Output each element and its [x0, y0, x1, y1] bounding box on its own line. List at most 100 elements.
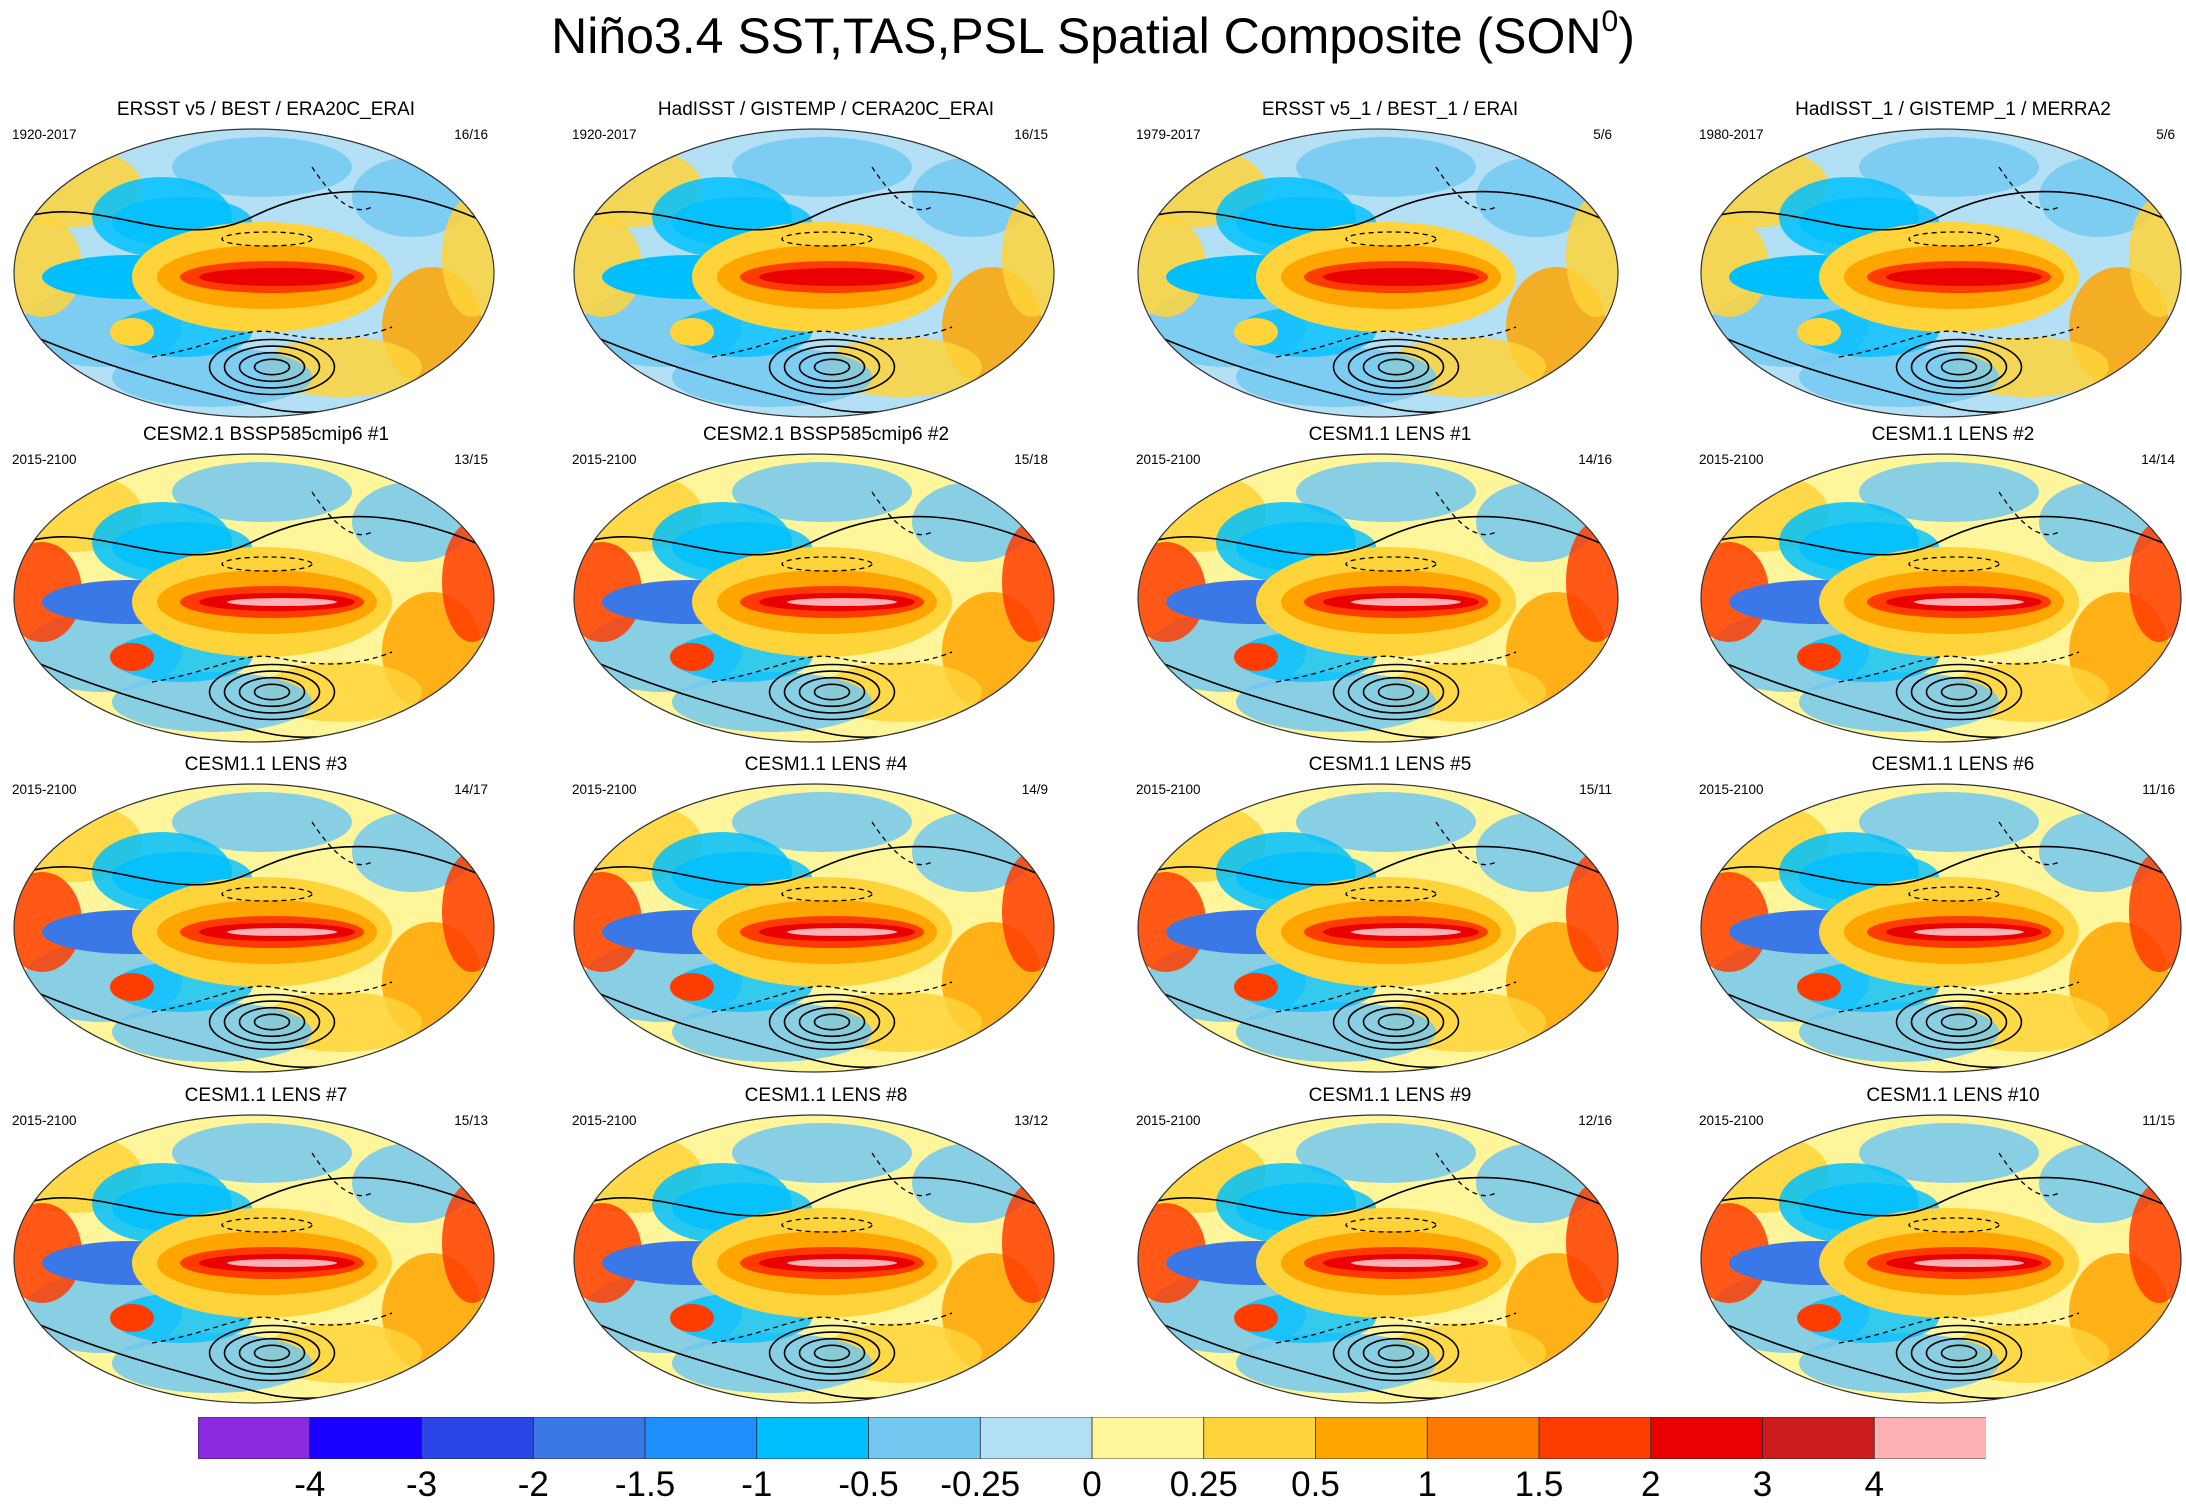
map-panel: CESM1.1 LENS #2 2015-2100 14/14 — [1693, 424, 2186, 744]
panel-map — [573, 783, 1055, 1073]
colorbar-tick-label: 1 — [1417, 1465, 1437, 1504]
panel-count: 15/13 — [454, 1113, 488, 1128]
colorbar-swatch — [1315, 1417, 1429, 1459]
map-panel: CESM1.1 LENS #8 2015-2100 13/12 — [566, 1085, 1086, 1405]
colorbar-swatch — [1762, 1417, 1876, 1459]
map-panel: CESM1.1 LENS #9 2015-2100 12/16 — [1130, 1085, 1650, 1405]
panel-period: 2015-2100 — [1136, 1113, 1201, 1128]
colorbar-swatch — [309, 1417, 423, 1459]
colorbar-tick-label: -3 — [405, 1465, 438, 1504]
colorbar-swatch — [1873, 1417, 1986, 1459]
panel-map — [1700, 783, 2182, 1073]
panel-count: 13/15 — [454, 452, 488, 467]
colorbar-tick-label: 0.25 — [1169, 1465, 1238, 1504]
map-panel: ERSST v5_1 / BEST_1 / ERAI 1979-2017 5/6 — [1130, 99, 1650, 419]
colorbar-swatch — [756, 1417, 870, 1459]
panel-map — [573, 128, 1055, 418]
colorbar-tick-label: -0.5 — [838, 1465, 899, 1504]
map-panel: CESM2.1 BSSP585cmip6 #1 2015-2100 13/15 — [6, 424, 526, 744]
panel-map — [13, 453, 495, 743]
figure-title: Niño3.4 SST,TAS,PSL Spatial Composite (S… — [0, 4, 2186, 68]
panel-map — [1700, 1114, 2182, 1404]
panel-map — [13, 128, 495, 418]
map-panel: CESM2.1 BSSP585cmip6 #2 2015-2100 15/18 — [566, 424, 1086, 744]
panel-title: CESM1.1 LENS #4 — [744, 754, 908, 775]
panel-title: ERSST v5_1 / BEST_1 / ERAI — [1261, 99, 1519, 120]
panel-count: 16/16 — [454, 127, 488, 142]
panel-title: HadISST / GISTEMP / CERA20C_ERAI — [657, 99, 995, 120]
panel-count: 16/15 — [1014, 127, 1048, 142]
panel-title: CESM1.1 LENS #10 — [1866, 1085, 2040, 1106]
colorbar-labels: -4 -3 -2 -1.5 -1 -0.5 -0.25 0 0.25 0.5 1 1.5 2 3 4 — [0, 1465, 2186, 1509]
panel-title: CESM1.1 LENS #3 — [184, 754, 348, 775]
panel-period: 2015-2100 — [1136, 452, 1201, 467]
figure-title-superscript: 0 — [1601, 5, 1619, 38]
panel-map — [1700, 128, 2182, 418]
panel-period: 2015-2100 — [1699, 452, 1764, 467]
panel-count: 15/11 — [1579, 782, 1612, 797]
map-panel: CESM1.1 LENS #10 2015-2100 11/15 — [1693, 1085, 2186, 1405]
panel-title: CESM1.1 LENS #9 — [1308, 1085, 1472, 1106]
panel-title: CESM1.1 LENS #1 — [1308, 424, 1472, 445]
colorbar-tick-label: 4 — [1864, 1465, 1884, 1504]
panel-map — [13, 783, 495, 1073]
colorbar-swatch — [644, 1417, 758, 1459]
colorbar-tick-label: -4 — [294, 1465, 326, 1504]
colorbar-tick-label: 0 — [1082, 1465, 1102, 1504]
panel-period: 2015-2100 — [1699, 1113, 1764, 1128]
map-panel: ERSST v5 / BEST / ERA20C_ERAI 1920-2017 16… — [6, 99, 526, 419]
map-panel: CESM1.1 LENS #5 2015-2100 15/11 — [1130, 754, 1650, 1074]
map-panel: CESM1.1 LENS #3 2015-2100 14/17 — [6, 754, 526, 1074]
panel-count: 14/16 — [1578, 452, 1612, 467]
colorbar-swatch — [868, 1417, 982, 1459]
panel-period: 1980-2017 — [1699, 127, 1764, 142]
panel-count: 11/16 — [2142, 782, 2175, 797]
panel-title: CESM1.1 LENS #2 — [1871, 424, 2035, 445]
panel-map — [573, 1114, 1055, 1404]
panel-title: CESM1.1 LENS #6 — [1871, 754, 2035, 775]
map-panel: CESM1.1 LENS #4 2015-2100 14/9 — [566, 754, 1086, 1074]
panel-title: HadISST_1 / GISTEMP_1 / MERRA2 — [1795, 99, 2111, 120]
panel-title: ERSST v5 / BEST / ERA20C_ERAI — [116, 99, 416, 120]
colorbar-tick-label: -0.25 — [940, 1465, 1021, 1504]
panel-count: 12/16 — [1578, 1113, 1612, 1128]
colorbar-swatch — [979, 1417, 1093, 1459]
colorbar-swatch — [421, 1417, 535, 1459]
panel-period: 2015-2100 — [572, 1113, 637, 1128]
panel-period: 2015-2100 — [572, 452, 637, 467]
colorbar-swatch — [1091, 1417, 1205, 1459]
panel-title: CESM2.1 BSSP585cmip6 #1 — [142, 424, 390, 445]
map-panel: CESM1.1 LENS #7 2015-2100 15/13 — [6, 1085, 526, 1405]
panel-period: 1979-2017 — [1136, 127, 1201, 142]
panel-count: 14/9 — [1021, 782, 1048, 797]
panel-period: 2015-2100 — [12, 1113, 77, 1128]
colorbar-tick-label: -2 — [517, 1465, 549, 1504]
colorbar-swatch — [1426, 1417, 1540, 1459]
panel-title: CESM1.1 LENS #7 — [184, 1085, 348, 1106]
colorbar-tick-label: 2 — [1641, 1465, 1661, 1504]
colorbar-tick-label: 1.5 — [1514, 1465, 1564, 1504]
panel-period: 2015-2100 — [1699, 782, 1764, 797]
colorbar-swatch — [1650, 1417, 1764, 1459]
map-panel: HadISST / GISTEMP / CERA20C_ERAI 1920-201… — [566, 99, 1086, 419]
panel-map — [1137, 1114, 1619, 1404]
panel-count: 5/6 — [1593, 127, 1612, 142]
panel-map — [1137, 783, 1619, 1073]
figure-title-close: ) — [1618, 8, 1635, 64]
colorbar-tick-label: 3 — [1752, 1465, 1773, 1504]
panel-title: CESM1.1 LENS #5 — [1308, 754, 1472, 775]
panel-period: 2015-2100 — [1136, 782, 1201, 797]
panel-count: 14/17 — [454, 782, 488, 797]
map-panel: HadISST_1 / GISTEMP_1 / MERRA2 1980-2017 5… — [1693, 99, 2186, 419]
colorbar — [198, 1417, 1986, 1459]
panel-count: 14/14 — [2141, 452, 2175, 467]
panel-map — [13, 1114, 495, 1404]
map-panel: CESM1.1 LENS #6 2015-2100 11/16 — [1693, 754, 2186, 1074]
panel-map — [1700, 453, 2182, 743]
panel-map — [573, 453, 1055, 743]
colorbar-tick-label: -1 — [741, 1465, 773, 1504]
panel-count: 13/12 — [1014, 1113, 1048, 1128]
colorbar-swatch — [1538, 1417, 1652, 1459]
colorbar-swatch — [198, 1417, 311, 1459]
map-panel: CESM1.1 LENS #1 2015-2100 14/16 — [1130, 424, 1650, 744]
